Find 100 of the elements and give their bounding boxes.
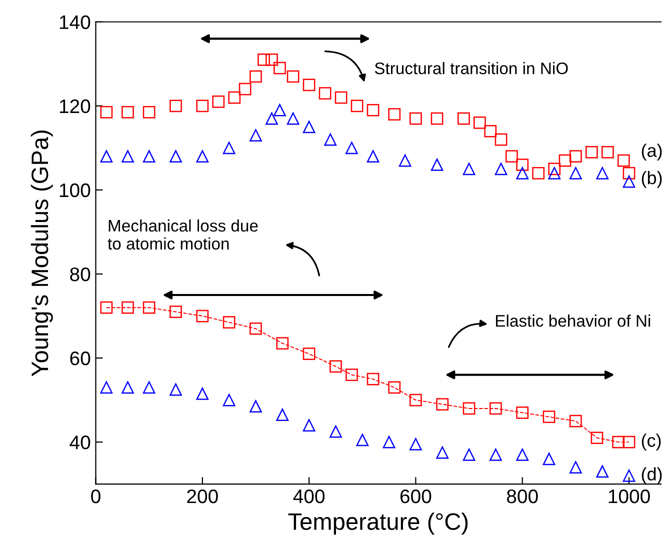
point	[196, 150, 209, 163]
point	[436, 446, 449, 459]
point	[346, 142, 358, 154]
point	[302, 348, 316, 360]
x-tick-label: 600	[400, 489, 432, 504]
point	[612, 436, 625, 448]
x-tick-label: 200	[187, 489, 218, 504]
point	[494, 133, 508, 146]
point	[250, 70, 262, 83]
point	[142, 381, 156, 394]
point	[410, 438, 422, 450]
point	[430, 158, 444, 171]
point	[462, 448, 476, 461]
point	[586, 146, 598, 158]
point	[170, 150, 182, 163]
point	[196, 388, 209, 400]
point	[212, 96, 225, 108]
y-axis-title: Young's Modulus (GPa)	[30, 130, 53, 376]
point	[334, 91, 348, 104]
point	[356, 434, 369, 446]
point	[228, 91, 241, 104]
point	[170, 100, 182, 112]
point	[276, 337, 289, 350]
point	[388, 108, 401, 121]
point	[170, 383, 182, 396]
point	[516, 166, 529, 180]
point	[458, 112, 470, 125]
point	[330, 360, 342, 373]
point	[474, 116, 486, 129]
x-tick-label: 0	[91, 489, 100, 504]
y-tick-label: 40	[70, 436, 90, 450]
point	[350, 100, 364, 112]
point	[142, 106, 156, 118]
point	[286, 70, 300, 83]
point	[590, 432, 604, 444]
x-axis-title: Temperature (°C)	[288, 512, 468, 535]
point	[266, 112, 278, 125]
point	[238, 82, 252, 96]
point	[388, 381, 401, 394]
point	[276, 408, 289, 421]
y-tick-label: 140	[60, 15, 90, 30]
point	[410, 112, 422, 125]
point	[286, 112, 300, 125]
point	[302, 120, 316, 134]
point	[100, 106, 113, 118]
point	[570, 166, 582, 180]
point	[274, 62, 286, 74]
point	[100, 381, 113, 394]
point	[196, 310, 209, 322]
x-tick-label: 400	[293, 489, 325, 504]
point	[330, 425, 342, 438]
annotation: Structural transition in NiO	[374, 62, 568, 74]
point	[398, 154, 412, 167]
point	[506, 150, 518, 163]
point	[250, 322, 262, 335]
point	[142, 301, 156, 314]
point	[484, 124, 497, 138]
x-tick-label: 1000	[608, 489, 650, 504]
point	[490, 448, 502, 461]
point	[596, 166, 609, 180]
point	[222, 316, 236, 328]
point	[570, 150, 582, 163]
point	[196, 100, 209, 112]
y-tick-label: 60	[70, 352, 90, 366]
point	[266, 54, 278, 66]
point	[516, 406, 529, 419]
point	[366, 150, 380, 163]
point	[100, 150, 113, 163]
point	[430, 112, 444, 125]
point	[542, 452, 556, 466]
point	[622, 166, 636, 180]
point	[622, 175, 636, 188]
point	[548, 166, 561, 180]
point	[222, 394, 236, 406]
point	[532, 166, 545, 180]
point	[618, 154, 630, 167]
point	[122, 301, 134, 314]
point	[122, 150, 134, 163]
point	[250, 129, 262, 142]
point	[494, 162, 508, 176]
point	[274, 104, 286, 116]
annotation: Elastic behavior of Ni	[496, 314, 650, 327]
point	[382, 436, 396, 448]
point	[346, 368, 358, 382]
point	[324, 133, 337, 146]
point	[122, 381, 134, 394]
point	[516, 448, 529, 461]
point	[302, 419, 316, 432]
point	[436, 398, 449, 410]
point	[622, 470, 636, 482]
y-tick-label: 120	[60, 99, 90, 114]
point	[250, 400, 262, 413]
point	[570, 461, 582, 474]
series-label: (a)	[642, 144, 662, 161]
point	[170, 306, 182, 318]
point	[596, 465, 609, 478]
y-tick-label: 80	[70, 267, 90, 282]
point	[622, 436, 636, 448]
point	[542, 410, 556, 424]
point	[462, 402, 476, 415]
